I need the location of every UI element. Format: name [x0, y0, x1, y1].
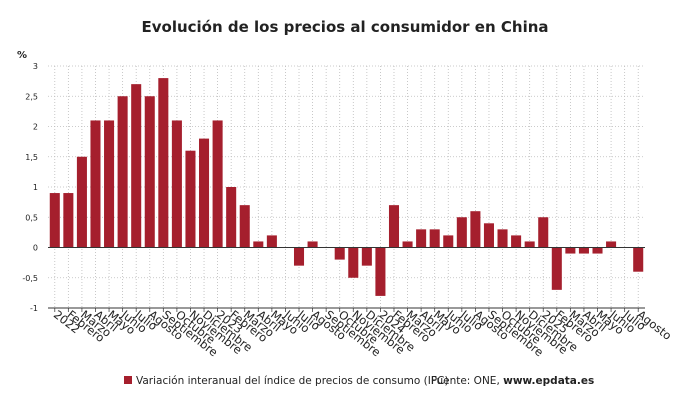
bar [551, 247, 562, 290]
bar [511, 235, 522, 248]
bar [49, 193, 60, 248]
source: Fuente: ONE, www.epdata.es [431, 375, 594, 387]
source-prefix: Fuente: ONE, [431, 375, 500, 387]
bar [388, 205, 400, 248]
legend-label: Variación interanual del índice de preci… [136, 375, 449, 387]
bar [429, 229, 440, 248]
bar [443, 235, 454, 248]
y-unit: % [17, 50, 27, 61]
bar [456, 217, 467, 248]
y-tick-label: 3 [33, 62, 38, 71]
y-tick-label: -1 [30, 304, 38, 313]
y-tick-label: 2 [33, 123, 38, 132]
bar [226, 187, 237, 248]
bar [63, 193, 74, 248]
bar [524, 241, 535, 248]
bar [307, 241, 318, 248]
bar [633, 247, 644, 272]
y-tick-label: 1,5 [25, 153, 38, 162]
bar [538, 217, 549, 248]
y-tick-label: 1 [33, 183, 38, 192]
bar [185, 150, 196, 248]
bar [416, 229, 427, 248]
y-tick-label: 2,5 [25, 92, 38, 101]
bar [212, 120, 223, 248]
bar [171, 120, 182, 248]
bar [293, 247, 305, 266]
bar [131, 84, 142, 248]
bar [158, 78, 169, 248]
bar [348, 247, 359, 278]
bar [606, 241, 617, 248]
bar [239, 205, 250, 248]
bar [578, 247, 589, 254]
bar [375, 247, 386, 296]
bar [592, 247, 603, 254]
y-tick-label: -0,5 [22, 274, 38, 283]
bar [104, 120, 115, 248]
bar [483, 223, 494, 248]
bar [253, 241, 264, 248]
bar [117, 96, 128, 248]
y-tick-label: 0,5 [25, 213, 38, 222]
bar [266, 235, 277, 248]
bar [565, 247, 576, 254]
bar [361, 247, 372, 266]
chart-title: Evolución de los precios al consumidor e… [141, 18, 548, 36]
bar [470, 211, 481, 248]
source-site: www.epdata.es [503, 375, 594, 387]
bar [76, 156, 87, 248]
bar [144, 96, 155, 248]
y-tick-label: 0 [33, 244, 38, 253]
bar [90, 120, 101, 248]
legend-swatch [124, 376, 132, 384]
bar [497, 229, 508, 248]
bar [402, 241, 413, 248]
bar [334, 247, 345, 260]
bar [199, 138, 210, 248]
